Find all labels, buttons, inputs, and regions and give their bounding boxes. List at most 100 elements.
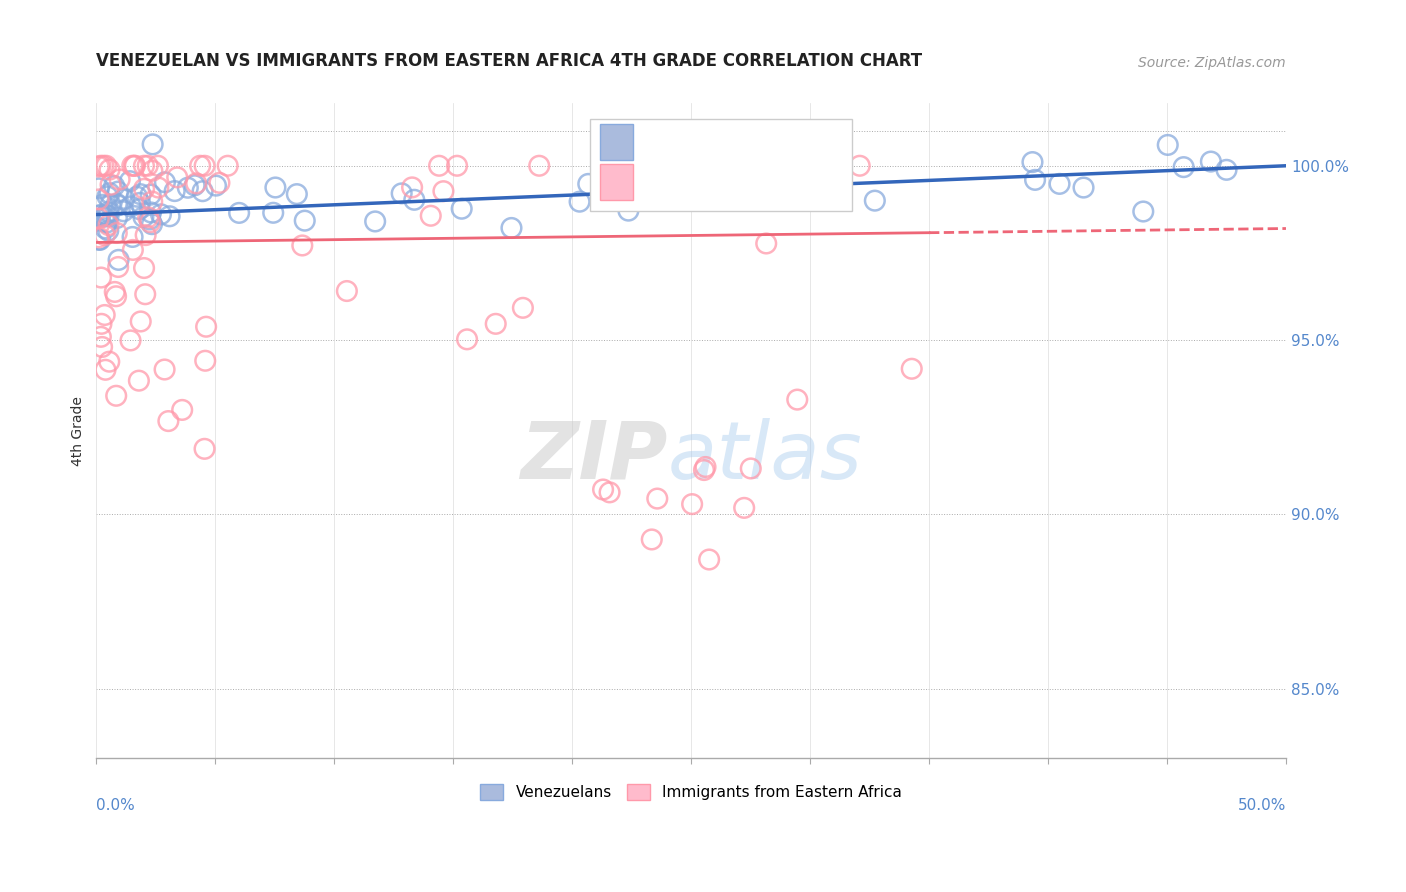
Point [617,203,640,218]
Point [163,184,186,198]
Point [124,159,146,173]
Point [695,460,717,475]
Point [121,243,143,257]
Point [153,362,176,376]
Point [697,552,720,566]
Point [264,180,287,194]
Point [105,211,128,225]
Point [786,392,808,407]
Text: ZIP: ZIP [520,417,668,496]
Point [93,210,115,224]
Point [89,233,111,247]
Point [87,211,110,226]
Point [456,332,478,346]
FancyBboxPatch shape [599,124,633,161]
Text: 81: 81 [827,173,849,191]
Text: 0.0%: 0.0% [97,797,135,813]
Point [97,218,120,232]
Point [336,284,359,298]
Text: atlas: atlas [668,417,862,496]
Point [641,533,664,547]
Point [529,159,551,173]
Point [821,159,844,173]
FancyBboxPatch shape [599,163,633,200]
Point [139,187,162,202]
Point [1049,177,1071,191]
Text: 0.048: 0.048 [688,173,740,191]
Point [485,317,508,331]
Point [294,213,316,227]
Point [576,177,599,191]
Point [645,184,668,198]
Point [120,199,142,213]
Point [93,159,115,173]
Point [1024,173,1046,187]
Point [401,180,423,194]
Point [205,178,228,193]
Point [90,270,112,285]
Point [285,187,308,202]
Point [755,236,778,251]
Point [159,209,181,223]
Point [105,289,128,303]
Point [364,214,387,228]
Point [191,184,214,198]
Text: R =: R = [643,173,678,191]
Text: VENEZUELAN VS IMMIGRANTS FROM EASTERN AFRICA 4TH GRADE CORRELATION CHART: VENEZUELAN VS IMMIGRANTS FROM EASTERN AF… [97,53,922,70]
Point [129,187,152,202]
Point [136,159,159,173]
Point [108,172,131,186]
Point [98,186,121,201]
Point [693,463,716,477]
Point [125,190,148,204]
Point [132,159,155,173]
Point [105,389,128,403]
Point [186,177,208,191]
Point [177,180,200,194]
Point [194,159,217,173]
Point [1132,204,1154,219]
Point [1021,155,1043,169]
Point [512,301,534,315]
Point [87,209,110,223]
Point [105,197,128,211]
Point [391,186,413,201]
Point [96,208,118,222]
Point [90,317,112,331]
Legend: Venezuelans, Immigrants from Eastern Africa: Venezuelans, Immigrants from Eastern Afr… [474,778,908,806]
Point [194,353,217,368]
Text: R =: R = [643,133,678,152]
Point [291,238,314,252]
Point [1157,137,1180,152]
Point [193,442,215,456]
Point [733,500,755,515]
Point [645,491,668,506]
Y-axis label: 4th Grade: 4th Grade [72,396,86,466]
Point [94,363,117,377]
Point [132,210,155,224]
Point [132,260,155,275]
Point [107,198,129,212]
Point [228,206,250,220]
Point [208,176,231,190]
Point [153,175,176,189]
Point [129,314,152,328]
Text: 0.258: 0.258 [688,133,740,152]
Point [112,192,135,206]
Point [139,205,162,219]
Point [93,308,115,322]
Point [135,228,157,243]
Point [814,182,837,196]
Point [90,159,112,173]
Point [128,202,150,216]
Point [188,159,211,173]
Point [138,212,160,227]
Point [599,485,621,500]
Point [90,330,112,344]
Point [121,230,143,244]
Point [91,340,114,354]
Point [94,221,117,235]
Point [432,184,454,198]
Point [103,179,125,194]
Point [148,180,170,194]
